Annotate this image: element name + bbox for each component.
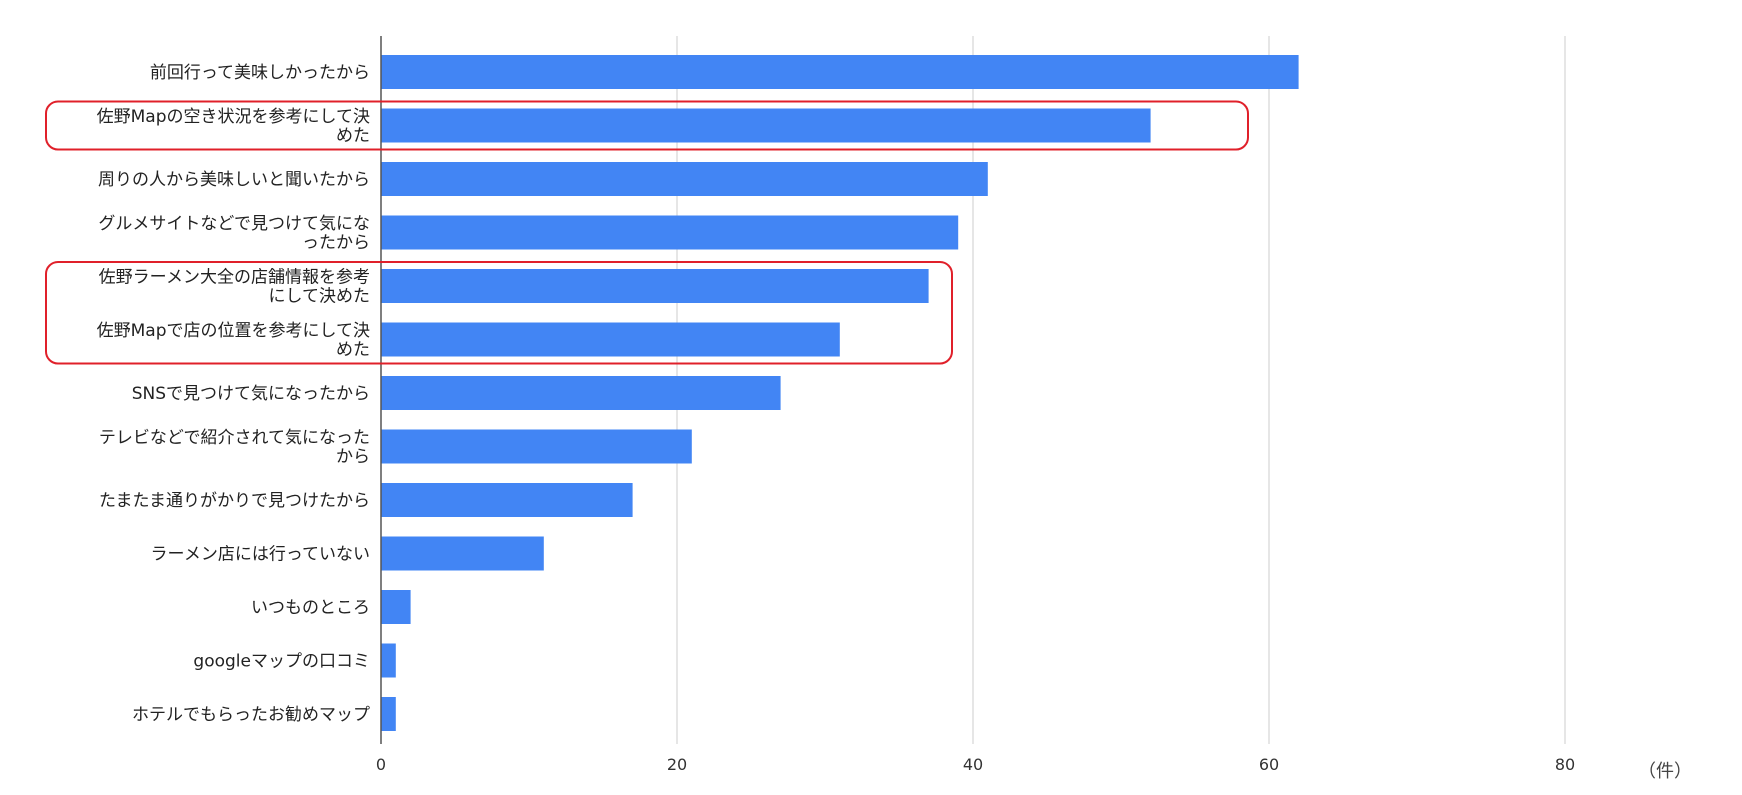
x-unit-label: （件） [1638, 761, 1692, 782]
category-label: グルメサイトなどで見つけて気になったから [98, 214, 370, 253]
x-tick-label: 40 [963, 755, 983, 774]
bar [381, 536, 544, 571]
category-label: 前回行って美味しかったから [150, 63, 370, 83]
x-tick-label: 80 [1555, 755, 1575, 774]
bar [381, 108, 1151, 143]
x-tick-label: 0 [376, 755, 386, 774]
category-label: ホテルでもらったお勧めマップ [132, 705, 370, 725]
category-label: いつものところ [251, 598, 370, 618]
bar [381, 162, 988, 196]
category-labels: 前回行って美味しかったから佐野Mapの空き状況を参考にして決めた周りの人から美味… [97, 63, 370, 725]
x-tick-label: 20 [667, 755, 687, 774]
bar [381, 376, 781, 410]
x-tick-labels: 0 20 40 60 80 [376, 755, 1575, 774]
bar [381, 429, 692, 464]
highlight-box [45, 100, 1249, 151]
highlight-boxes [45, 100, 1249, 365]
bar [381, 697, 396, 731]
bar [381, 55, 1299, 89]
bar [381, 643, 396, 678]
highlight-box [45, 261, 953, 365]
category-label: 佐野ラーメン大全の店舗情報を参考にして決めた [99, 268, 370, 307]
category-label: 佐野Mapの空き状況を参考にして決めた [97, 107, 370, 146]
category-label: 佐野Mapで店の位置を参考にして決めた [97, 321, 370, 360]
bar [381, 269, 929, 303]
bar [381, 590, 411, 624]
bar [381, 215, 959, 250]
category-label: 周りの人から美味しいと聞いたから [98, 170, 370, 190]
x-tick-label: 60 [1259, 755, 1279, 774]
bar [381, 322, 840, 357]
category-label: SNSで見つけて気になったから [132, 384, 370, 404]
category-label: テレビなどで紹介されて気になったから [99, 428, 370, 467]
category-label: googleマップの口コミ [193, 652, 370, 672]
category-label: たまたま通りがかりで見つけたから [99, 491, 370, 511]
bars [381, 55, 1299, 731]
category-label: ラーメン店には行っていない [151, 545, 370, 565]
bar [381, 483, 633, 517]
